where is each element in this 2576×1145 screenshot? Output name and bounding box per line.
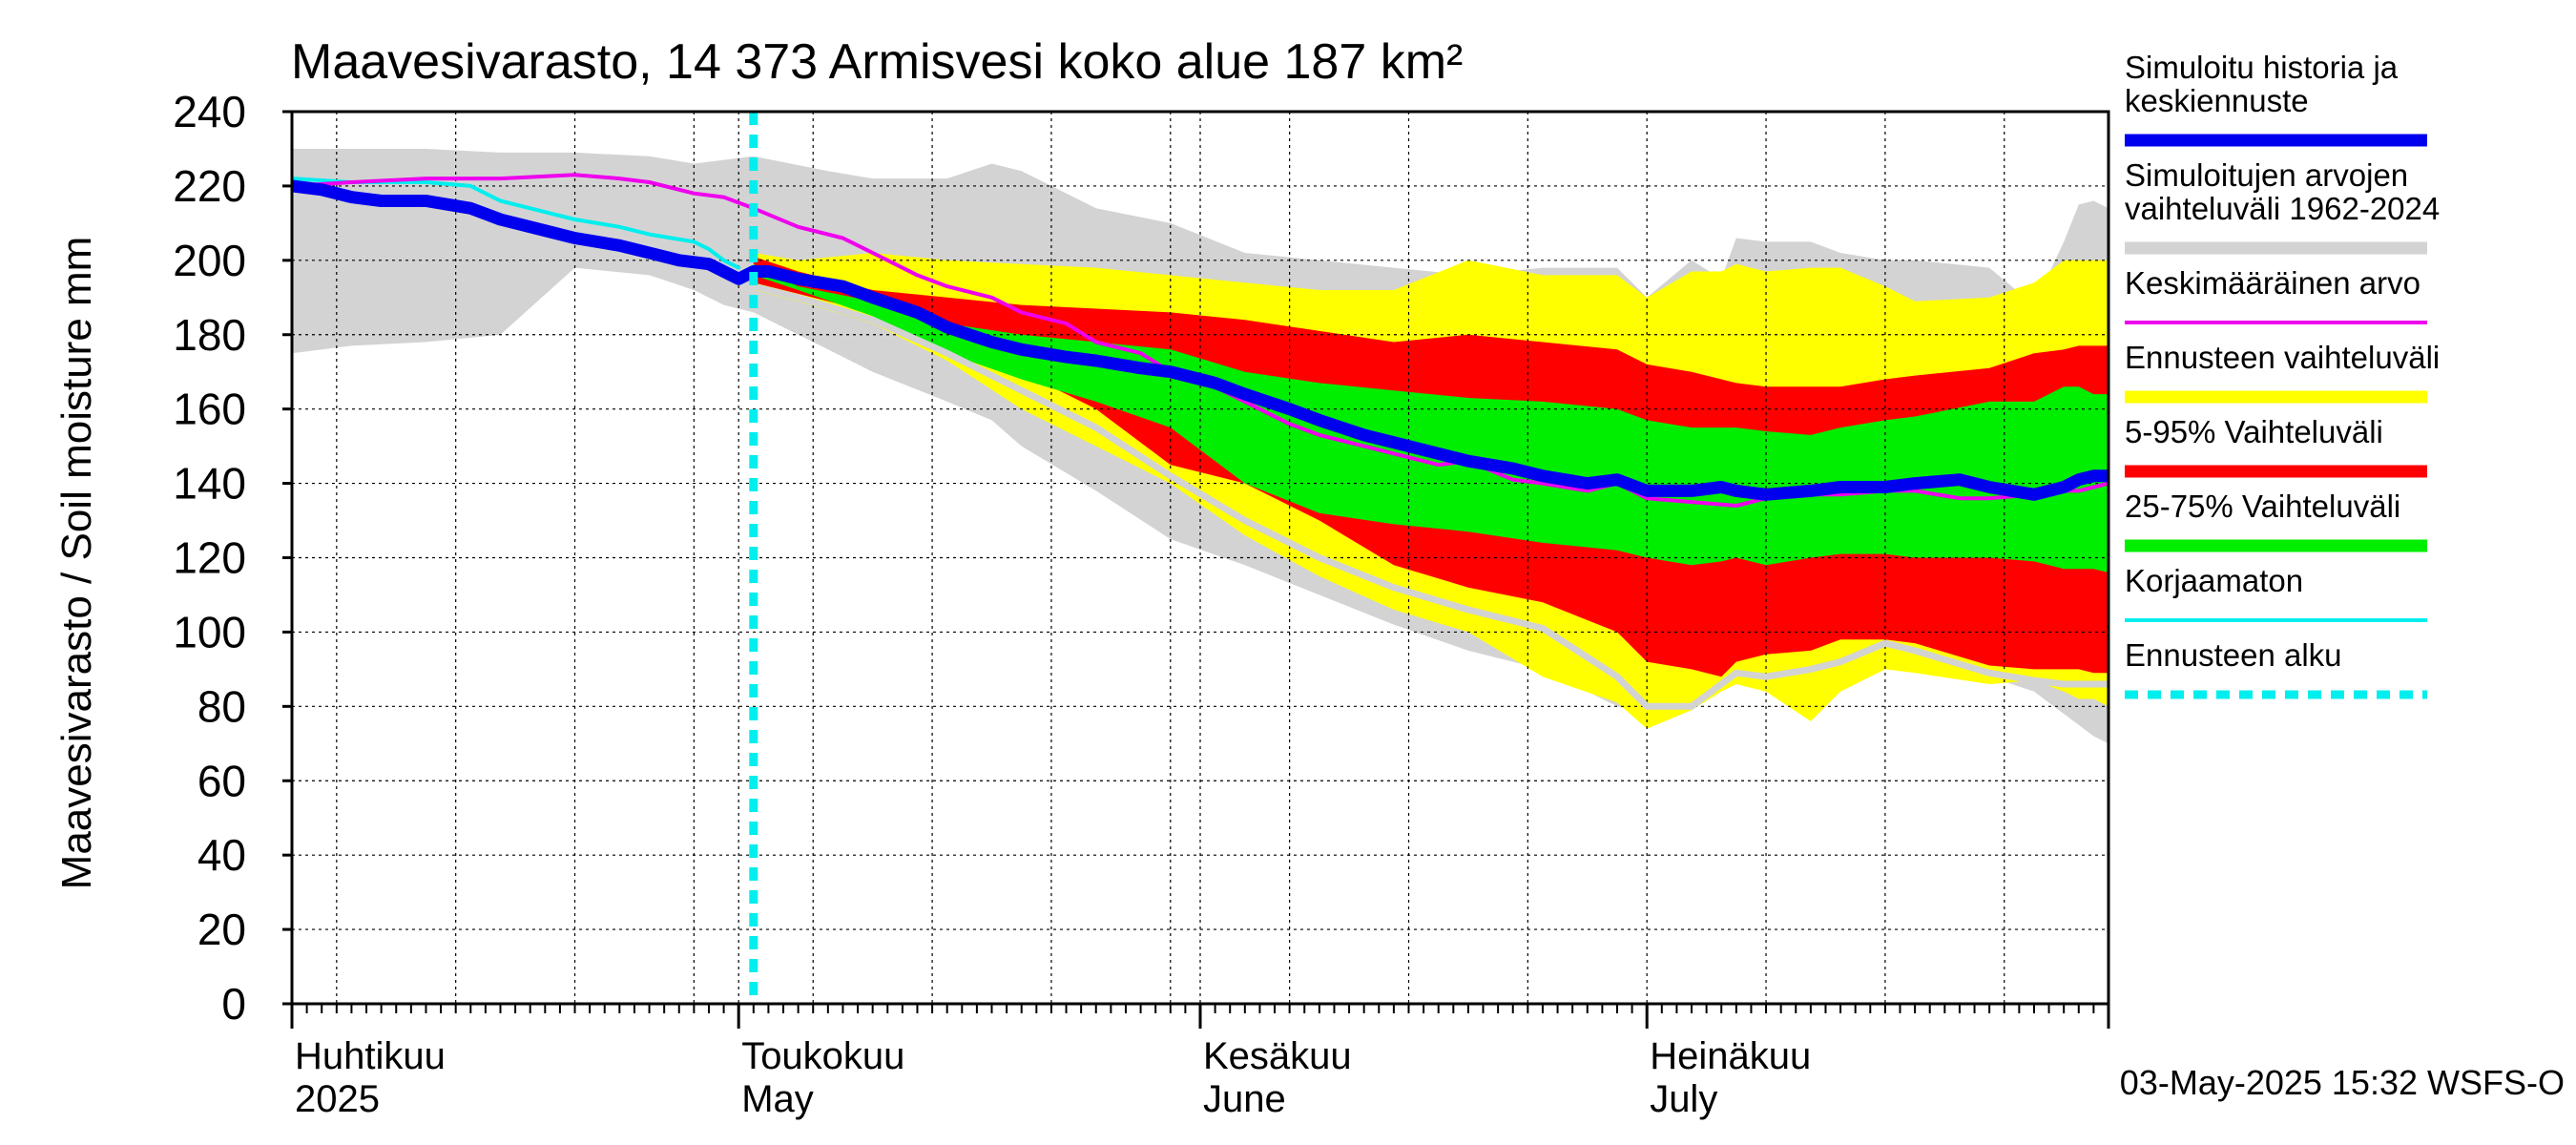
y-tick-label: 120	[173, 533, 246, 583]
y-tick-label: 60	[197, 756, 246, 805]
legend-label-range_all: Simuloitujen arvojen	[2125, 157, 2408, 193]
x-month-label: Kesäkuu	[1203, 1035, 1352, 1077]
legend-label-p25_75: 25-75% Vaihteluväli	[2125, 489, 2400, 524]
chart-title: Maavesivarasto, 14 373 Armisvesi koko al…	[291, 34, 1463, 90]
legend-label-range_all: vaihteluväli 1962-2024	[2125, 191, 2440, 226]
legend-label-uncorrected: Korjaamaton	[2125, 563, 2303, 598]
legend-label-mean: Keskimääräinen arvo	[2125, 265, 2420, 301]
y-tick-label: 100	[173, 607, 246, 656]
line-uncorrected-history	[292, 177, 741, 270]
line-history	[292, 179, 2109, 501]
x-month-sublabel: 2025	[295, 1078, 380, 1120]
legend-label-forecast_range: Ennusteen vaihteluväli	[2125, 340, 2440, 375]
legend-label-history: keskiennuste	[2125, 83, 2309, 118]
x-month-sublabel: May	[741, 1078, 814, 1120]
y-tick-label: 140	[173, 459, 246, 509]
y-tick-label: 220	[173, 161, 246, 211]
y-tick-label: 40	[197, 830, 246, 880]
x-month-label: Huhtikuu	[295, 1035, 446, 1077]
y-tick-label: 20	[197, 905, 246, 954]
y-tick-label: 180	[173, 310, 246, 360]
x-month-sublabel: June	[1203, 1078, 1286, 1120]
legend-label-history: Simuloitu historia ja	[2125, 50, 2399, 85]
x-month-label: Toukokuu	[741, 1035, 904, 1077]
y-tick-label: 160	[173, 385, 246, 434]
legend-label-forecast_start: Ennusteen alku	[2125, 637, 2342, 673]
x-month-label: Heinäkuu	[1650, 1035, 1811, 1077]
axes-layer: 0 20 40 60 80 100 120 140 160 180 200 220 240 Huhtiku…	[173, 87, 2110, 1120]
y-tick-label: 200	[173, 236, 246, 285]
y-tick-label: 80	[197, 681, 246, 731]
y-tick-label: 0	[221, 979, 246, 1029]
timestamp: 03-May-2025 15:32 WSFS-O	[2120, 1063, 2565, 1102]
legend-label-p5_95: 5-95% Vaihteluväli	[2125, 414, 2383, 449]
y-tick-label: 240	[173, 87, 246, 136]
lines-layer	[292, 112, 2109, 1004]
x-month-sublabel: July	[1650, 1078, 1717, 1120]
line-uncorrected-forecast	[750, 282, 2109, 710]
y-axis-label: Maavesivarasto / Soil moisture mm	[53, 237, 100, 890]
